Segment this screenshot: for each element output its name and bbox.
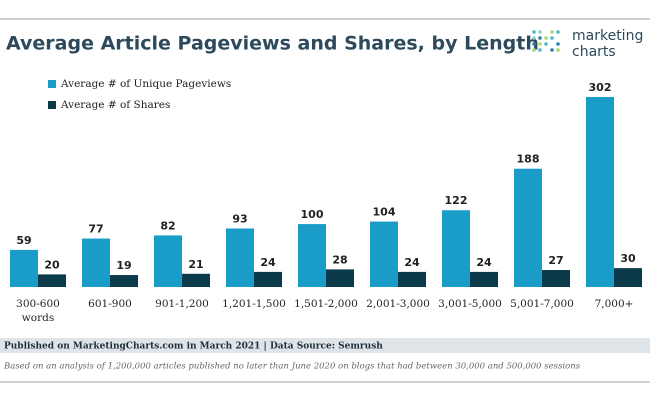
bar [398, 271, 426, 287]
bar [10, 249, 38, 287]
logo-dot [532, 36, 536, 40]
bar [226, 228, 254, 287]
x-tick-label: 901-1,200 [155, 298, 209, 310]
chart-title: Average Article Pageviews and Shares, by… [6, 33, 539, 55]
bar [470, 271, 498, 287]
bar [514, 168, 542, 287]
legend-label: Average # of Shares [60, 99, 170, 111]
x-tick-label: 7,000+ [594, 298, 634, 310]
value-label: 104 [373, 206, 396, 219]
x-tick-label: 5,001-7,000 [510, 298, 574, 310]
logo-dot [538, 48, 542, 52]
legend-swatch [48, 101, 56, 109]
value-label: 93 [232, 212, 247, 225]
x-tick-label: 601-900 [88, 298, 132, 310]
value-label: 28 [332, 253, 347, 266]
value-label: 21 [188, 258, 203, 271]
logo-text: charts [572, 44, 616, 60]
logo-dot [538, 36, 542, 40]
logo-dot [556, 48, 560, 52]
logo-text: marketing [572, 28, 643, 44]
logo-dot [550, 30, 554, 34]
value-label: 100 [301, 208, 324, 221]
bar [542, 270, 570, 287]
bar [38, 274, 66, 287]
value-label: 24 [404, 256, 420, 269]
bar [442, 210, 470, 287]
bar [82, 238, 110, 287]
x-tick-label: 300-600 words [16, 298, 60, 324]
logo-dot [550, 48, 554, 52]
logo-dot [538, 42, 542, 46]
logo-dot [544, 36, 548, 40]
value-label: 59 [16, 234, 31, 247]
legend-label: Average # of Unique Pageviews [60, 78, 231, 90]
bar [326, 269, 354, 287]
value-label: 19 [116, 259, 131, 272]
x-tick-label: 1,201-1,500 [222, 298, 286, 310]
value-label: 188 [517, 153, 540, 166]
value-label: 27 [548, 254, 563, 267]
logo-dot [532, 48, 536, 52]
x-tick-label: 1,501-2,000 [294, 298, 358, 310]
bar [254, 271, 282, 287]
footer-note: Based on an analysis of 1,200,000 articl… [3, 362, 581, 372]
bar [370, 221, 398, 287]
value-label: 82 [160, 219, 175, 232]
footer-source: Published on MarketingCharts.com in Marc… [4, 342, 383, 352]
logo-dot [532, 42, 536, 46]
logo-icon [532, 30, 560, 52]
bar [614, 268, 642, 287]
logo-dot [532, 30, 536, 34]
value-label: 30 [620, 252, 636, 265]
bar [586, 97, 614, 287]
value-label: 24 [476, 256, 492, 269]
logo-dot [544, 42, 548, 46]
bar [110, 275, 138, 287]
logo-dot [538, 30, 542, 34]
x-tick-label: 2,001-3,000 [366, 298, 430, 310]
value-label: 20 [44, 258, 60, 271]
bar [154, 235, 182, 287]
value-label: 122 [445, 194, 468, 207]
bar [298, 224, 326, 287]
legend-swatch [48, 80, 56, 88]
value-label: 302 [589, 81, 612, 94]
x-tick-label: 3,001-5,000 [438, 298, 502, 310]
footer-band [0, 338, 650, 353]
logo-dot [556, 30, 560, 34]
value-label: 24 [260, 256, 276, 269]
bar [182, 273, 210, 287]
value-label: 77 [88, 223, 103, 236]
logo-dot [550, 36, 554, 40]
logo-dot [556, 42, 560, 46]
